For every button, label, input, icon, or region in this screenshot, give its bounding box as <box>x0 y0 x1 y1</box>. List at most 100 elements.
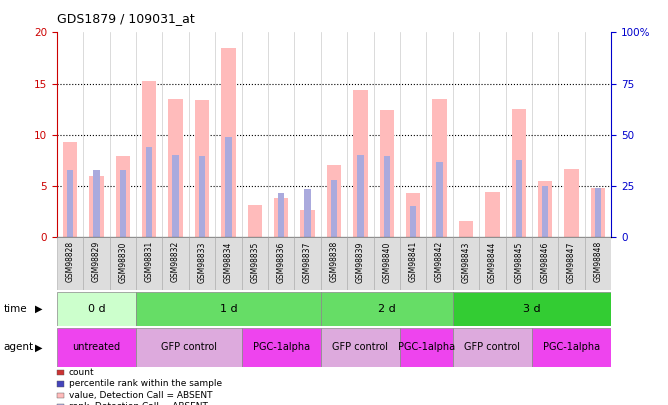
Bar <box>426 237 453 290</box>
Bar <box>195 100 209 237</box>
Text: 2 d: 2 d <box>378 304 395 314</box>
Bar <box>57 328 136 367</box>
Bar <box>189 237 215 290</box>
Text: PGC-1alpha: PGC-1alpha <box>253 342 310 352</box>
Bar <box>274 198 289 237</box>
Bar <box>63 142 77 237</box>
Bar <box>221 48 236 237</box>
Text: ▶: ▶ <box>35 342 42 352</box>
Bar <box>485 192 500 237</box>
Bar <box>321 237 347 290</box>
Text: PGC-1alpha: PGC-1alpha <box>398 342 455 352</box>
Bar <box>353 90 367 237</box>
Text: GSM98848: GSM98848 <box>594 241 603 282</box>
Text: GSM98828: GSM98828 <box>65 241 74 282</box>
Text: ▶: ▶ <box>35 304 42 314</box>
Text: GSM98839: GSM98839 <box>356 241 365 283</box>
Text: GSM98833: GSM98833 <box>198 241 206 283</box>
Bar <box>584 237 611 290</box>
Bar <box>168 99 183 237</box>
Text: GSM98843: GSM98843 <box>462 241 470 283</box>
Bar <box>198 156 205 237</box>
Text: GSM98838: GSM98838 <box>329 241 339 282</box>
Text: GSM98836: GSM98836 <box>277 241 286 283</box>
Bar <box>248 205 262 237</box>
Text: GSM98834: GSM98834 <box>224 241 233 283</box>
Bar <box>331 180 337 237</box>
Bar <box>532 237 558 290</box>
Bar <box>542 186 548 237</box>
Bar <box>57 237 84 290</box>
Text: PGC-1alpha: PGC-1alpha <box>543 342 600 352</box>
Bar <box>432 99 447 237</box>
Bar <box>89 176 104 237</box>
Text: GDS1879 / 109031_at: GDS1879 / 109031_at <box>57 12 194 25</box>
Bar <box>295 237 321 290</box>
Bar <box>453 237 479 290</box>
Text: percentile rank within the sample: percentile rank within the sample <box>69 379 222 388</box>
Bar <box>564 169 579 237</box>
Bar <box>373 237 400 290</box>
Text: GSM98847: GSM98847 <box>567 241 576 283</box>
Bar <box>110 237 136 290</box>
Bar <box>506 237 532 290</box>
Bar <box>84 237 110 290</box>
Bar <box>347 237 373 290</box>
Bar <box>321 292 453 326</box>
Text: GSM98831: GSM98831 <box>145 241 154 282</box>
Text: GSM98846: GSM98846 <box>540 241 550 283</box>
Text: GSM98842: GSM98842 <box>435 241 444 282</box>
Bar <box>357 155 363 237</box>
Bar <box>558 237 584 290</box>
Bar <box>379 110 394 237</box>
Bar <box>301 210 315 237</box>
Bar <box>453 292 611 326</box>
Bar <box>400 237 426 290</box>
Bar <box>406 193 420 237</box>
Bar <box>136 237 162 290</box>
Bar <box>242 237 268 290</box>
Bar <box>242 328 321 367</box>
Text: 1 d: 1 d <box>220 304 237 314</box>
Bar <box>162 237 189 290</box>
Text: count: count <box>69 368 94 377</box>
Bar <box>93 171 100 237</box>
Text: GSM98829: GSM98829 <box>92 241 101 282</box>
Bar <box>116 156 130 237</box>
Bar <box>591 188 605 237</box>
Text: GSM98830: GSM98830 <box>118 241 128 283</box>
Bar <box>321 328 400 367</box>
Bar <box>453 328 532 367</box>
Bar <box>278 193 285 237</box>
Text: GSM98832: GSM98832 <box>171 241 180 282</box>
Bar <box>305 189 311 237</box>
Bar <box>327 165 341 237</box>
Bar <box>172 155 179 237</box>
Text: rank, Detection Call = ABSENT: rank, Detection Call = ABSENT <box>69 402 208 405</box>
Text: agent: agent <box>3 342 33 352</box>
Text: GSM98840: GSM98840 <box>382 241 391 283</box>
Bar <box>383 156 390 237</box>
Text: GSM98837: GSM98837 <box>303 241 312 283</box>
Bar <box>479 237 506 290</box>
Text: 0 d: 0 d <box>88 304 105 314</box>
Text: 3 d: 3 d <box>523 304 541 314</box>
Bar <box>436 162 443 237</box>
Text: GSM98835: GSM98835 <box>250 241 259 283</box>
Text: value, Detection Call = ABSENT: value, Detection Call = ABSENT <box>69 391 212 400</box>
Bar <box>67 171 73 237</box>
Text: GSM98845: GSM98845 <box>514 241 523 283</box>
Bar <box>410 206 416 237</box>
Bar <box>215 237 242 290</box>
Bar <box>595 188 601 237</box>
Bar <box>516 160 522 237</box>
Bar <box>400 328 453 367</box>
Bar <box>136 292 321 326</box>
Bar <box>268 237 295 290</box>
Bar <box>136 328 242 367</box>
Bar <box>142 81 156 237</box>
Text: time: time <box>3 304 27 314</box>
Text: GFP control: GFP control <box>161 342 217 352</box>
Bar <box>120 171 126 237</box>
Text: untreated: untreated <box>72 342 120 352</box>
